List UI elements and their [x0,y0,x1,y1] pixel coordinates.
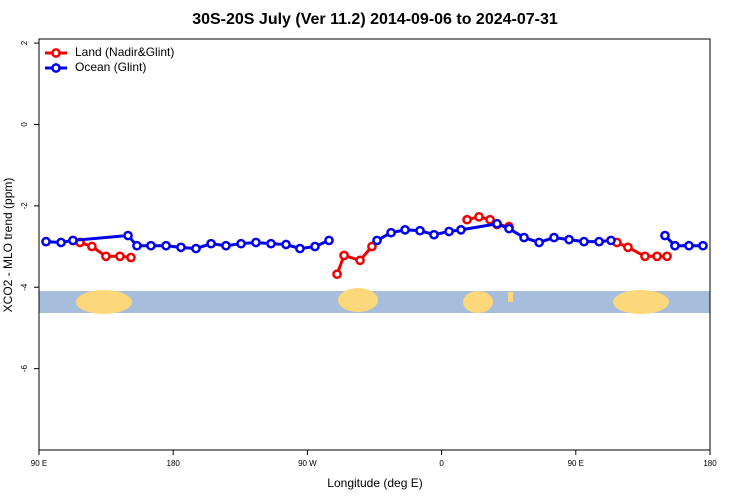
data-point [684,240,694,251]
data-point [115,251,125,262]
data-point [474,211,484,222]
data-point [429,229,439,240]
data-point [236,238,246,249]
data-point [310,241,320,252]
data-point [662,251,672,262]
data-point [266,238,276,249]
data-point [594,236,604,247]
data-point [698,240,708,251]
data-point [492,218,502,229]
data-point [41,236,51,247]
data-point [485,214,495,225]
data-point [640,251,650,262]
data-point [221,240,231,251]
legend-marker [51,48,61,58]
y-tick-label: 0 [20,122,29,127]
data-point [355,255,365,266]
y-tick-label: 2 [20,40,29,45]
data-point [462,214,472,225]
y-tick-label: -2 [20,202,29,210]
x-tick-label: 90 E [31,459,47,468]
y-tick-label: -6 [20,365,29,373]
data-point [386,227,396,238]
legend-label: Land (Nadir&Glint) [75,45,174,59]
data-point [176,242,186,253]
data-point [444,226,454,237]
data-point [324,235,334,246]
data-point [281,239,291,250]
x-tick-label: 180 [167,459,181,468]
data-point [372,235,382,246]
data-point [123,230,133,241]
y-axis-label: XCO2 - MLO trend (ppm) [1,178,15,313]
data-point [295,243,305,254]
data-point [534,237,544,248]
data-point [519,232,529,243]
data-point [456,225,466,235]
data-point [400,225,410,235]
y-tick-label: -4 [20,283,29,291]
x-tick-label: 90 W [298,459,317,468]
data-point [367,241,377,252]
x-tick-label: 90 E [568,459,584,468]
data-point [415,225,425,236]
data-point [332,269,342,280]
data-point [126,252,136,263]
data-point [68,235,78,246]
map-strip [39,288,710,314]
x-tick-label: 0 [439,459,444,468]
data-point [606,235,616,246]
data-point [146,240,156,251]
data-point [339,250,349,261]
data-point [652,251,662,262]
data-point [660,230,670,241]
x-axis-label: Longitude (deg E) [327,476,422,490]
data-point [670,240,680,251]
data-point [504,223,514,234]
data-point [132,240,142,251]
data-point [56,237,66,248]
legend-marker [51,63,61,73]
data-point [549,232,559,243]
data-point [579,236,589,247]
data-point [87,241,97,252]
legend-label: Ocean (Glint) [75,60,146,74]
chart-title: 30S-20S July (Ver 11.2) 2014-09-06 to 20… [192,11,558,28]
series-line [72,215,668,275]
data-point [161,240,171,251]
data-point [623,242,633,253]
x-tick-label: 180 [703,459,717,468]
plot-frame [38,38,711,451]
data-point [101,251,111,262]
data-point [564,234,574,245]
data-point [251,237,261,248]
data-point [191,243,201,254]
data-point [206,238,216,249]
